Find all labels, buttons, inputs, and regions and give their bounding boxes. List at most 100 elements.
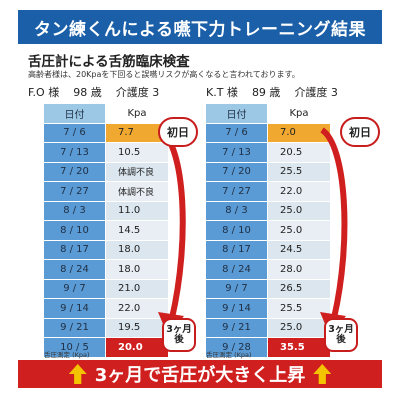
value-cell: 25.5 <box>268 299 330 318</box>
table-row: 9 / 7 21.0 <box>44 279 168 299</box>
date-cell: 9 / 21 <box>44 318 106 337</box>
date-cell: 8 / 24 <box>44 260 106 279</box>
patient-info-right: K.T 様 89 歳介護度 3 <box>206 84 352 100</box>
date-cell: 9 / 14 <box>206 299 268 318</box>
date-cell: 8 / 10 <box>44 221 106 240</box>
date-cell: 9 / 28 <box>206 338 268 357</box>
table-row: 7 / 6 7.0 <box>206 123 330 143</box>
table-row: 7 / 13 20.5 <box>206 143 330 163</box>
patient-age: 89 歳 <box>251 86 281 99</box>
table-row: 9 / 14 25.5 <box>206 299 330 319</box>
patient-age: 98 歳 <box>73 86 102 99</box>
date-cell: 8 / 24 <box>206 260 268 279</box>
banner-text: 3ヶ月で舌圧が大きく上昇 <box>94 365 306 386</box>
date-cell: 9 / 21 <box>206 318 268 337</box>
date-cell: 7 / 27 <box>206 182 268 201</box>
up-arrow-icon <box>68 364 87 384</box>
value-cell: 体調不良 <box>106 182 168 201</box>
value-cell: 14.5 <box>106 221 168 240</box>
value-cell: 20.0 <box>106 338 168 357</box>
badge-line2: 後 <box>336 334 346 345</box>
patient-name: F.O 様 <box>28 86 60 99</box>
patient-care-level: 介護度 3 <box>115 86 160 99</box>
table-row: 9 / 28 35.5 <box>206 338 330 358</box>
value-cell: 25.5 <box>268 162 330 181</box>
value-cell: 20.5 <box>268 143 330 162</box>
caption-right: 舌圧測定 (Kpa) <box>206 351 252 359</box>
date-cell: 9 / 7 <box>44 279 106 298</box>
result-banner: 3ヶ月で舌圧が大きく上昇 <box>18 360 382 388</box>
badge-first-day-right: 初日 <box>340 117 380 147</box>
patient-name: K.T 様 <box>206 86 238 99</box>
up-arrow-icon <box>313 364 332 384</box>
patient-info-left: F.O 様 98 歳介護度 3 <box>28 84 173 100</box>
date-cell: 7 / 6 <box>44 123 106 142</box>
date-cell: 8 / 3 <box>206 201 268 220</box>
table-row: 8 / 24 28.0 <box>206 260 330 280</box>
date-cell: 9 / 14 <box>44 299 106 318</box>
date-cell: 9 / 7 <box>206 279 268 298</box>
date-cell: 7 / 13 <box>206 143 268 162</box>
table-row: 8 / 10 14.5 <box>44 221 168 241</box>
header-date: 日付 <box>44 104 106 123</box>
badge-line1: 3ヶ月 <box>166 323 192 335</box>
table-row: 7 / 27 体調不良 <box>44 182 168 202</box>
date-cell: 7 / 13 <box>44 143 106 162</box>
table-row: 10 / 5 20.0 <box>44 338 168 358</box>
value-cell: 10.5 <box>106 143 168 162</box>
table-header: 日付 Kpa <box>206 104 330 124</box>
badge-first-day-left: 初日 <box>158 117 198 147</box>
table-header: 日付 Kpa <box>44 104 168 124</box>
patient-care-level: 介護度 3 <box>294 86 338 99</box>
table-row: 8 / 17 18.0 <box>44 240 168 260</box>
value-cell: 26.5 <box>268 279 330 298</box>
table-row: 8 / 3 11.0 <box>44 201 168 221</box>
value-cell: 11.0 <box>106 201 168 220</box>
table-row: 9 / 14 22.0 <box>44 299 168 319</box>
caption-left: 舌圧測定 (Kpa) <box>44 351 90 359</box>
table-row: 7 / 27 22.0 <box>206 182 330 202</box>
value-cell: 35.5 <box>268 338 330 357</box>
table-row: 9 / 21 19.5 <box>44 318 168 338</box>
header-value: Kpa <box>268 104 330 123</box>
header-date: 日付 <box>206 104 268 123</box>
value-cell: 体調不良 <box>106 162 168 181</box>
value-cell: 7.0 <box>268 123 330 142</box>
subtitle: 舌圧計による舌筋臨床検査 <box>28 54 190 70</box>
page-title: タン練くんによる嚥下力トレーニング結果 <box>18 10 382 44</box>
value-cell: 21.0 <box>106 279 168 298</box>
value-cell: 28.0 <box>268 260 330 279</box>
badge-line2: 後 <box>174 334 184 345</box>
date-cell: 8 / 17 <box>44 240 106 259</box>
table-row: 9 / 21 25.0 <box>206 318 330 338</box>
value-cell: 25.0 <box>268 221 330 240</box>
badge-line1: 3ヶ月 <box>328 323 354 335</box>
table-row: 8 / 10 25.0 <box>206 221 330 241</box>
table-row: 7 / 6 7.7 <box>44 123 168 143</box>
date-cell: 8 / 3 <box>44 201 106 220</box>
badge-three-months-left: 3ヶ月 後 <box>162 318 196 352</box>
date-cell: 8 / 10 <box>206 221 268 240</box>
table-row: 8 / 24 18.0 <box>44 260 168 280</box>
badge-three-months-right: 3ヶ月 後 <box>324 318 358 352</box>
date-cell: 7 / 6 <box>206 123 268 142</box>
table-row: 7 / 20 25.5 <box>206 162 330 182</box>
date-cell: 7 / 27 <box>44 182 106 201</box>
value-cell: 22.0 <box>106 299 168 318</box>
table-row: 7 / 20 体調不良 <box>44 162 168 182</box>
date-cell: 8 / 17 <box>206 240 268 259</box>
value-cell: 25.0 <box>268 201 330 220</box>
results-table-right: 日付 Kpa 7 / 6 7.0 7 / 13 20.5 7 / 20 25.5 7 / 2… <box>206 104 330 358</box>
results-table-left: 日付 Kpa 7 / 6 7.7 7 / 13 10.5 7 / 20 体調不良 7 / 2… <box>44 104 168 358</box>
note-text: 高齢者様は、20Kpaを下回ると誤嚥リスクが高くなると言われております。 <box>28 70 300 79</box>
value-cell: 7.7 <box>106 123 168 142</box>
value-cell: 19.5 <box>106 318 168 337</box>
date-cell: 10 / 5 <box>44 338 106 357</box>
value-cell: 18.0 <box>106 260 168 279</box>
date-cell: 7 / 20 <box>206 162 268 181</box>
value-cell: 18.0 <box>106 240 168 259</box>
table-row: 9 / 7 26.5 <box>206 279 330 299</box>
table-row: 7 / 13 10.5 <box>44 143 168 163</box>
value-cell: 25.0 <box>268 318 330 337</box>
date-cell: 7 / 20 <box>44 162 106 181</box>
